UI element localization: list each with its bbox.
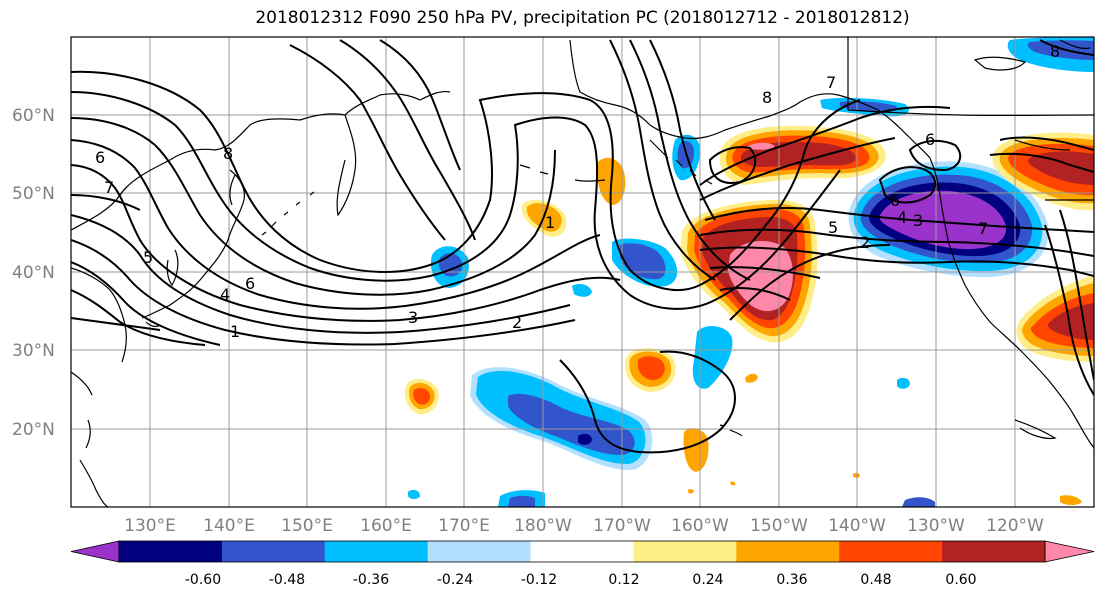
contour-label: 3	[913, 211, 923, 230]
lon-label: 120°W	[986, 516, 1044, 536]
colorbar	[70, 540, 1095, 563]
colorbar-segment	[736, 541, 840, 562]
lat-label: 50°N	[12, 184, 55, 204]
gridlines	[71, 37, 1094, 507]
colorbar-segment	[324, 541, 429, 562]
colorbar-tick-label: 0.24	[692, 572, 723, 588]
lat-label: 20°N	[12, 420, 55, 440]
colorbar-segment	[942, 541, 1046, 562]
map-frame	[70, 36, 1095, 508]
colorbar-segment	[633, 541, 737, 562]
shaded-field	[404, 37, 1094, 507]
contour-label: 4	[220, 285, 230, 304]
contour-label: 6	[925, 130, 935, 149]
lat-label: 60°N	[12, 106, 55, 126]
lon-label: 150°E	[281, 516, 333, 536]
contour-label: 7	[826, 73, 836, 92]
contour-label: 2	[860, 233, 870, 252]
colorbar-segment	[119, 541, 223, 562]
lon-label: 130°W	[907, 516, 965, 536]
lon-label: 160°W	[671, 516, 729, 536]
latitude-labels: 60°N 50°N 40°N 30°N 20°N	[12, 106, 55, 440]
lat-label: 30°N	[12, 341, 55, 361]
contour-label: 5	[828, 218, 838, 237]
contour-label: 1	[230, 322, 240, 341]
colorbar-extend-low	[70, 540, 120, 563]
colorbar-tick-label: 0.12	[608, 572, 639, 588]
contour-label: 6	[890, 191, 900, 210]
colorbar-tick-label: 0.36	[776, 572, 807, 588]
contour-label: 5	[143, 248, 153, 267]
lon-label: 160°E	[360, 516, 412, 536]
contour-label: 8	[223, 144, 233, 163]
lon-label: 130°E	[124, 516, 176, 536]
contour-label: 3	[408, 308, 418, 327]
lon-label: 170°W	[593, 516, 651, 536]
longitude-labels: 130°E 140°E 150°E 160°E 170°E 180°W 170°…	[124, 516, 1044, 536]
contour-label: 7	[104, 178, 114, 197]
chart-title: 2018012312 F090 250 hPa PV, precipitatio…	[255, 8, 910, 28]
lat-label: 40°N	[12, 263, 55, 283]
colorbar-tick-label: 0.48	[860, 572, 891, 588]
contour-label: 4	[897, 208, 907, 227]
colorbar-tick-label: -0.24	[437, 572, 473, 588]
colorbar-segment	[427, 541, 532, 562]
lon-label: 150°W	[750, 516, 808, 536]
lon-label: 170°E	[438, 516, 490, 536]
colorbar-tick-label: -0.36	[353, 572, 389, 588]
colorbar-segment	[221, 541, 326, 562]
colorbar-extend-high	[1044, 540, 1095, 563]
colorbar-tick-label: -0.12	[521, 572, 557, 588]
contour-label: 2	[512, 313, 522, 332]
contour-label: 8	[762, 88, 772, 107]
contour-label: 1	[545, 213, 555, 232]
colorbar-segment	[530, 541, 634, 562]
pv-contours	[71, 39, 1094, 454]
contour-labels: 6 7 8 6 5 4 1 3 2 1 8 7 6 5 2 4 3 6 7 8	[95, 42, 1060, 341]
colorbar-segment	[839, 541, 943, 562]
lon-label: 140°E	[203, 516, 255, 536]
contour-label: 6	[245, 274, 255, 293]
lon-label: 140°W	[828, 516, 886, 536]
colorbar-tick-label: 0.60	[945, 572, 976, 588]
contour-label: 8	[1050, 42, 1060, 61]
colorbar-ticks: -0.60 -0.48 -0.36 -0.24 -0.12 0.12 0.24 …	[185, 572, 977, 588]
lon-label: 180°W	[514, 516, 572, 536]
contour-label: 7	[978, 219, 988, 238]
colorbar-frame	[118, 540, 1046, 563]
colorbar-tick-label: -0.60	[185, 572, 221, 588]
contour-label: 6	[95, 148, 105, 167]
colorbar-tick-label: -0.48	[269, 572, 305, 588]
